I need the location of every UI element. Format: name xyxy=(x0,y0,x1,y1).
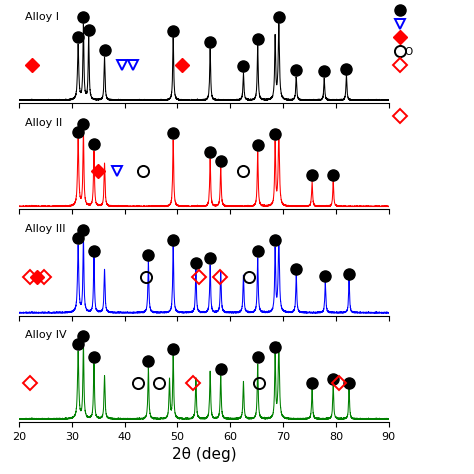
Text: Alloy IV: Alloy IV xyxy=(25,330,66,340)
Legend: , , , O, : , , , O, xyxy=(396,5,414,72)
X-axis label: 2θ (deg): 2θ (deg) xyxy=(172,447,236,462)
Text: Alloy III: Alloy III xyxy=(25,224,65,234)
Text: Alloy I: Alloy I xyxy=(25,12,58,22)
Legend:  xyxy=(396,111,405,123)
Text: Alloy II: Alloy II xyxy=(25,118,62,128)
